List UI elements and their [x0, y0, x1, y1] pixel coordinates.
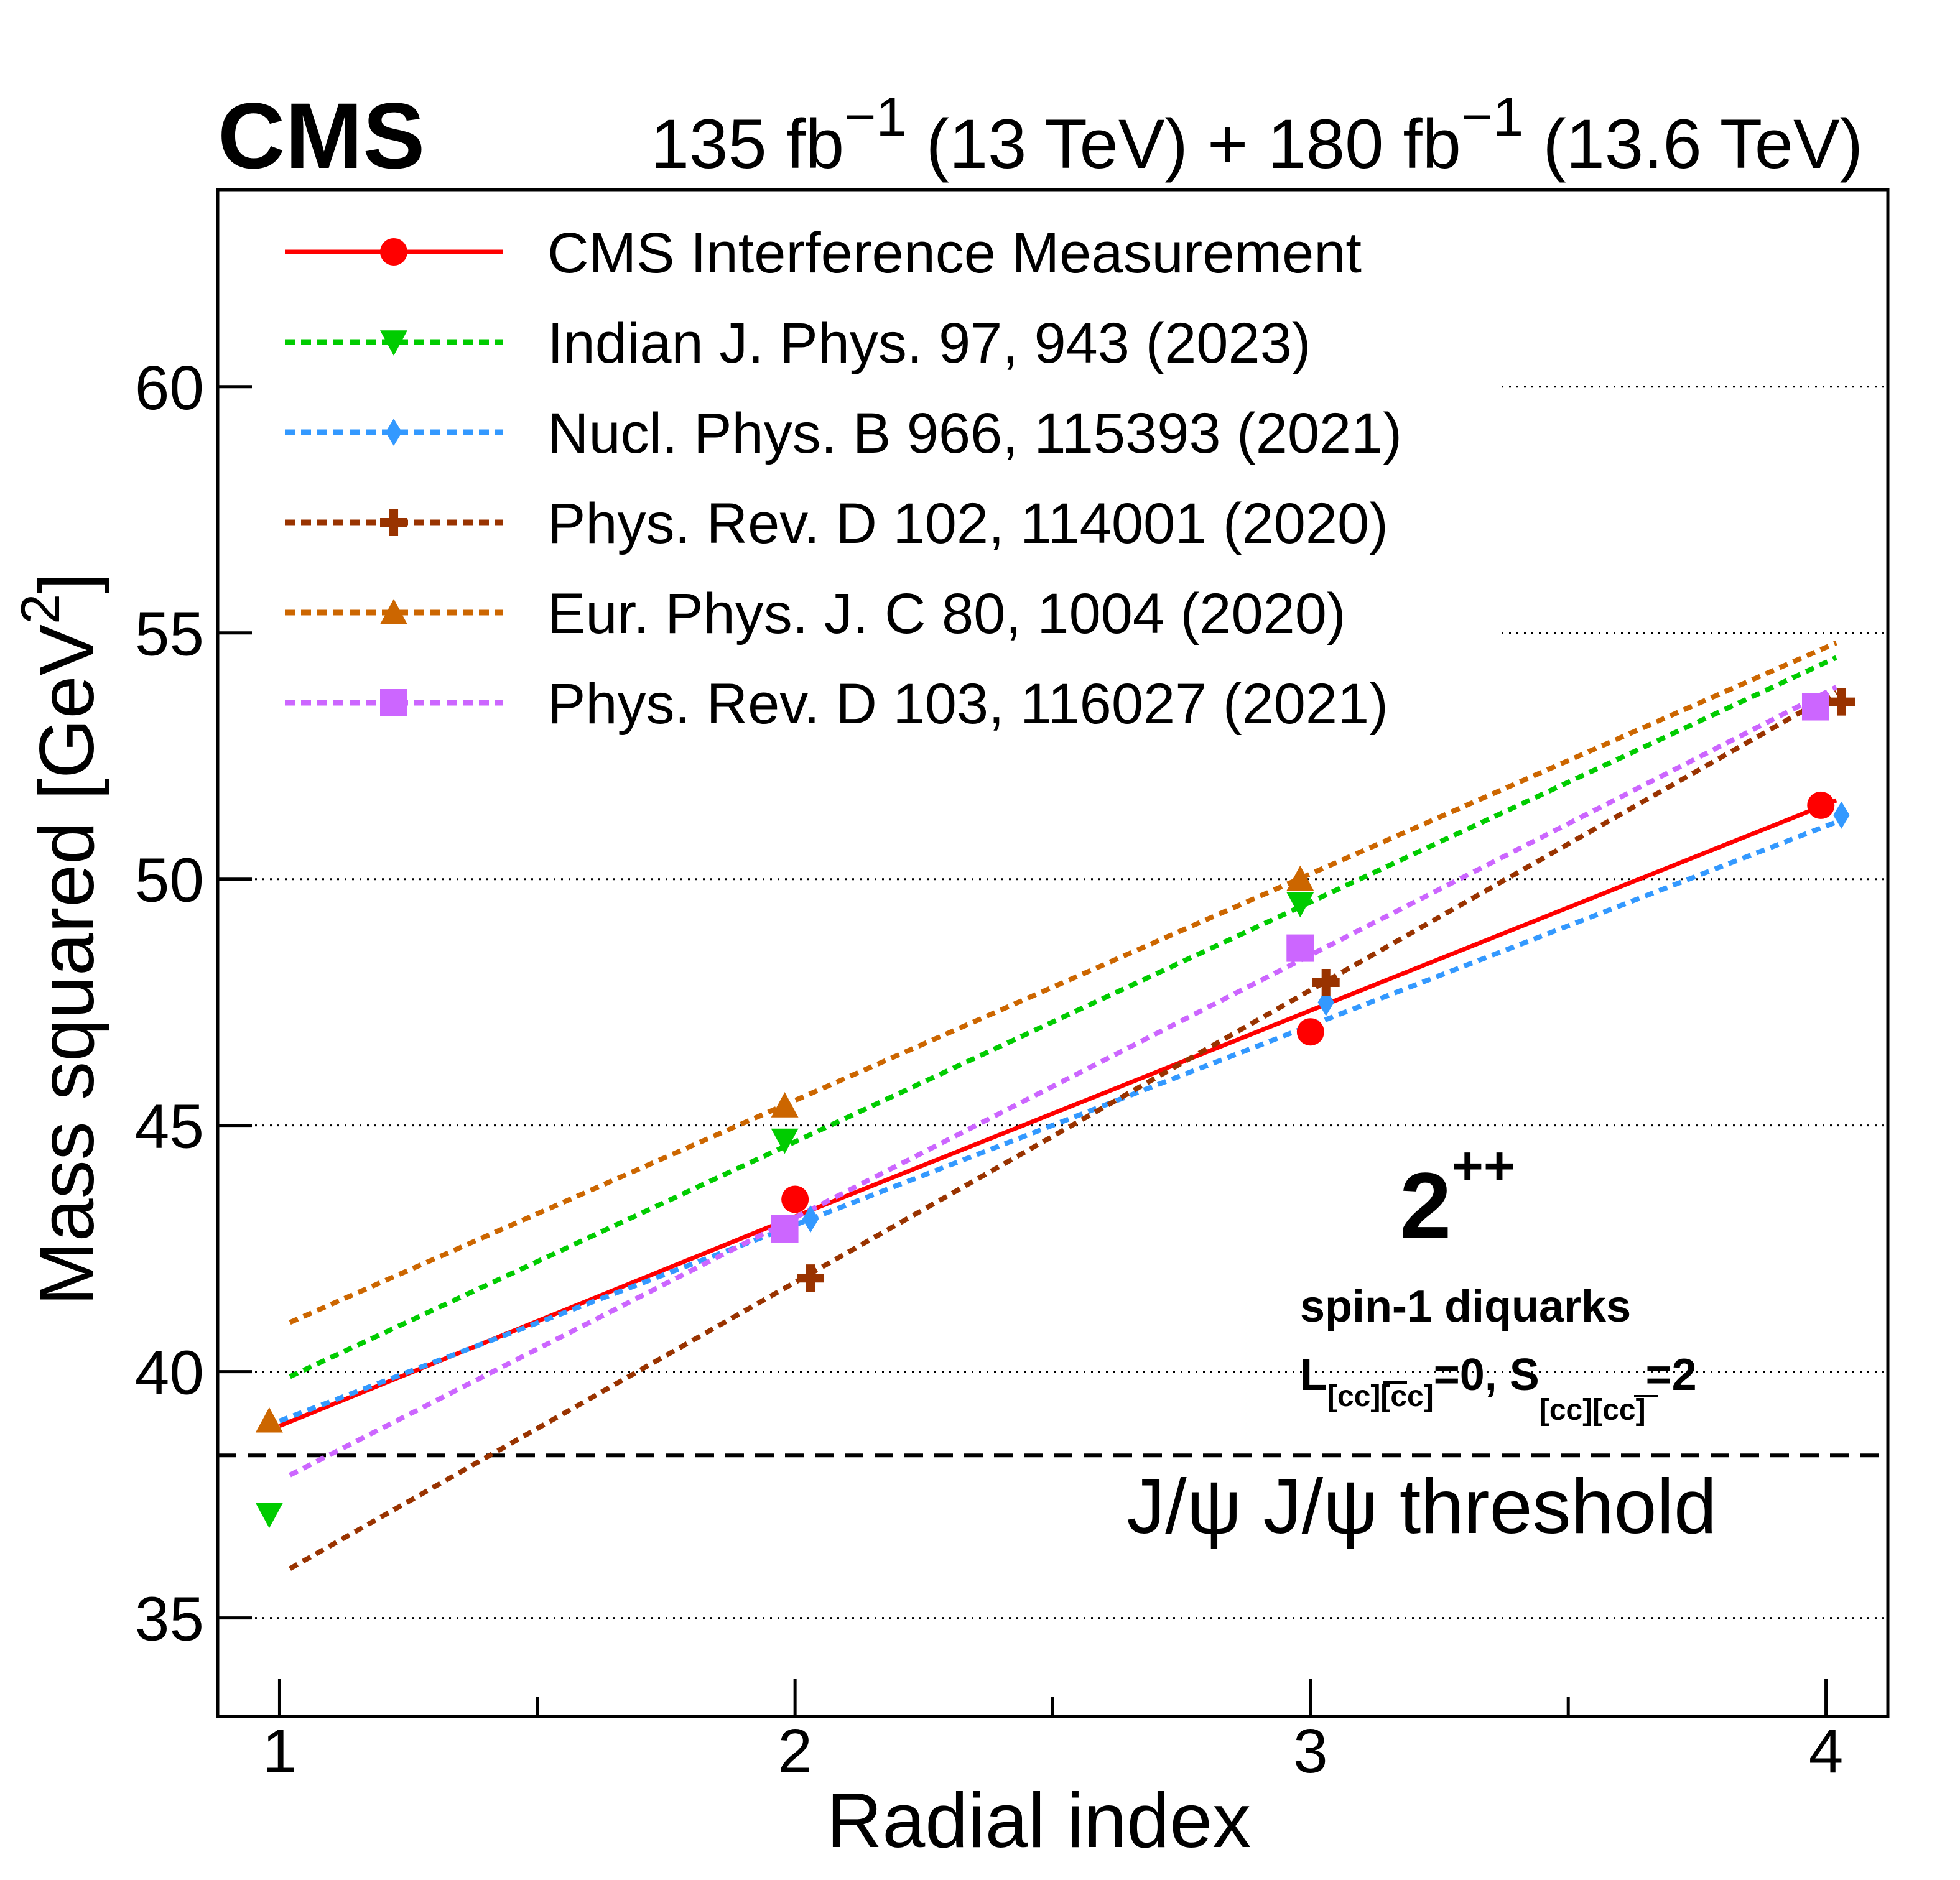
data-point-s0-1 — [1296, 1018, 1324, 1046]
data-point-s3-2 — [1828, 688, 1855, 716]
data-point-s0-2 — [1807, 791, 1835, 819]
legend: CMS Interference Measurement Indian J. Ph… — [285, 221, 1402, 736]
data-point-s2-2 — [1833, 801, 1850, 829]
y-tick-label-50: 50 — [135, 846, 204, 915]
legend-label-5: Phys. Rev. D 103, 116027 (2021) — [547, 672, 1388, 736]
x-tick-label-2: 2 — [778, 1716, 812, 1786]
y-tick-label-60: 60 — [135, 353, 204, 423]
data-point-s4-2 — [1286, 865, 1314, 891]
data-point-s4-0 — [255, 1407, 283, 1433]
data-point-s3-0 — [797, 1264, 825, 1292]
quantum-end: =2 — [1646, 1350, 1697, 1400]
jpc-value: 2 — [1400, 1153, 1451, 1257]
quantum-sub-1: [cc][cc] — [1327, 1380, 1434, 1413]
lumi-sup-2: −1 — [1461, 86, 1523, 147]
x-axis-title: Radial index — [827, 1778, 1251, 1864]
x-tick-label-4: 4 — [1809, 1716, 1844, 1786]
quantum-numbers-label: L[cc][cc]=0, S[cc][cc]=2 — [1300, 1350, 1697, 1427]
series-line-5 — [289, 685, 1837, 1478]
jpc-label: 2++ — [1400, 1135, 1515, 1257]
lumi-energy-2: (13.6 TeV) — [1523, 105, 1863, 183]
quantum-mid: =0, S — [1434, 1350, 1540, 1400]
y-axis-title: Mass squared [GeV2] — [9, 572, 110, 1305]
legend-label-1: Indian J. Phys. 97, 943 (2023) — [547, 312, 1311, 375]
y-tick-label-45: 45 — [135, 1092, 204, 1162]
legend-marker-4 — [380, 599, 407, 624]
legend-background — [249, 205, 1502, 752]
legend-marker-0 — [380, 238, 407, 266]
experiment-label: CMS — [218, 83, 425, 188]
y-tick-label-55: 55 — [135, 600, 204, 669]
data-point-s0-0 — [781, 1185, 809, 1213]
data-point-s5-1 — [1286, 934, 1314, 962]
series-line-3 — [289, 690, 1838, 1571]
legend-marker-5 — [380, 689, 407, 716]
quantum-sub-2: [cc][cc] — [1540, 1394, 1646, 1427]
legend-box — [249, 205, 1502, 752]
lumi-energy-1: (13 TeV) + 180 fb — [906, 105, 1461, 183]
series-line-0 — [279, 798, 1837, 1429]
y-axis-title-sup: 2 — [9, 594, 71, 624]
legend-marker-2 — [385, 419, 402, 446]
jpc-sup: ++ — [1451, 1135, 1515, 1197]
legend-label-4: Eur. Phys. J. C 80, 1004 (2020) — [547, 582, 1346, 646]
data-point-s2-0 — [802, 1205, 819, 1233]
lumi-1: 135 fb — [651, 105, 844, 183]
series-markers — [255, 688, 1855, 1529]
data-point-s1-0 — [255, 1503, 283, 1529]
data-point-s1-2 — [1286, 892, 1314, 918]
threshold-label: J/ψ J/ψ threshold — [1126, 1464, 1717, 1550]
series-line-4 — [289, 640, 1837, 1325]
x-tick-label-1: 1 — [262, 1716, 297, 1786]
series-line-1 — [289, 655, 1837, 1379]
axis-layer: 35 40 45 50 55 60 1 2 3 4 — [135, 188, 1890, 1786]
data-point-s5-0 — [771, 1215, 799, 1243]
legend-label-2: Nucl. Phys. B 966, 115393 (2021) — [547, 402, 1402, 465]
data-point-s4-1 — [771, 1092, 799, 1118]
data-point-s1-1 — [771, 1128, 799, 1154]
diquark-label: spin-1 diquarks — [1300, 1282, 1631, 1331]
x-tick-label-3: 3 — [1293, 1716, 1328, 1786]
y-tick-label-40: 40 — [135, 1338, 204, 1408]
y-axis-title-end: ] — [24, 572, 110, 593]
series-lines — [279, 640, 1842, 1571]
luminosity-label: 135 fb−1 (13 TeV) + 180 fb−1 (13.6 TeV) — [651, 86, 1863, 183]
lumi-sup-1: −1 — [844, 86, 906, 147]
legend-label-3: Phys. Rev. D 102, 114001 (2020) — [547, 492, 1388, 555]
data-point-s5-2 — [1801, 693, 1829, 721]
quantum-L: L — [1300, 1350, 1327, 1400]
legend-marker-3 — [380, 509, 407, 536]
legend-marker-1 — [380, 330, 407, 356]
data-point-s2-1 — [1317, 988, 1334, 1016]
legend-label-0: CMS Interference Measurement — [547, 221, 1362, 285]
data-point-s3-1 — [1312, 969, 1340, 997]
y-axis-title-main: Mass squared [GeV — [24, 624, 110, 1305]
y-tick-label-35: 35 — [135, 1585, 204, 1654]
